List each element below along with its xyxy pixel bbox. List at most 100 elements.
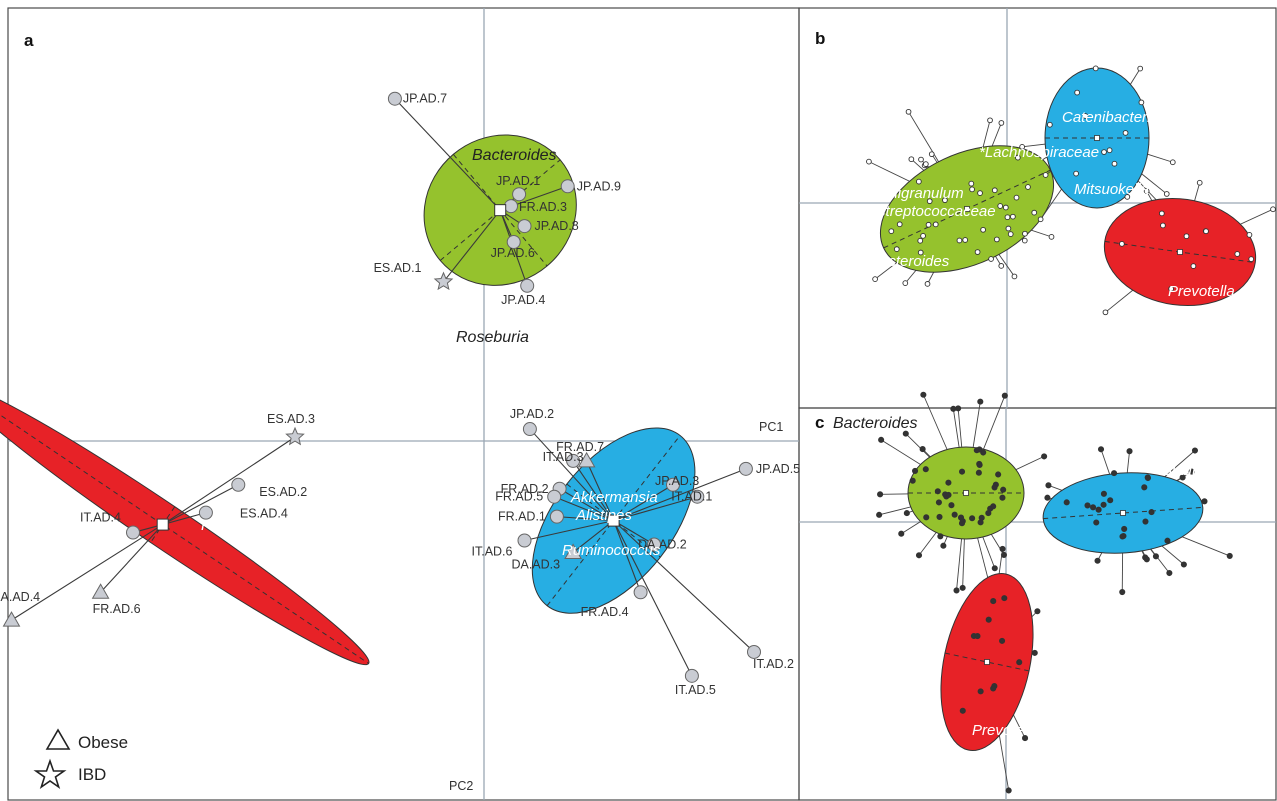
sample-label-jp-ad-5: JP.AD.5 (756, 462, 800, 476)
panel-c-centroid-red (984, 659, 990, 665)
panel-c-point-red-2 (1021, 735, 1029, 742)
panel-b-point-green-29 (968, 180, 975, 187)
spoke-it-ad-3 (586, 460, 615, 521)
pc1-axis-label: PC1 (759, 420, 783, 434)
panel-c-point-red-8 (1016, 659, 1023, 666)
spoke-es-ad-4 (162, 512, 207, 526)
panel-c-point-blue-22 (1152, 553, 1159, 560)
panel-b-cluster-red (1102, 179, 1276, 316)
spoke-fr-ad-4 (613, 520, 642, 593)
sample-label-fr-ad-1: FR.AD.1 (498, 510, 546, 524)
panel-c-point-green-28 (951, 511, 958, 518)
panel-b-point-red-8 (1248, 256, 1255, 262)
panel-c-point-green-42 (958, 520, 966, 527)
sample-point-it-ad-6 (517, 533, 532, 548)
sample-label-es-ad-1: ES.AD.1 (374, 261, 422, 275)
panel-c-point-green-10 (878, 436, 885, 443)
panel-c-point-green-39 (959, 584, 966, 591)
panel-c-point-green-47 (995, 471, 1002, 478)
sample-point-es-ad-3 (285, 426, 305, 446)
panel-c-point-green-3 (935, 499, 942, 506)
panel-c-plot (876, 391, 1233, 794)
panel-c-cluster-red (940, 545, 1041, 794)
sample-label-jp-ad-6: JP.AD.6 (491, 246, 535, 260)
spoke-fr-ad-6 (100, 524, 164, 593)
genus-prevotella-b: Prevotella (1168, 283, 1235, 300)
panel-b-point-blue-14 (1124, 194, 1131, 200)
panel-c-point-red-15 (999, 637, 1006, 644)
panel-b-point-blue-3 (1106, 147, 1113, 154)
panel-b-point-red-13 (1168, 285, 1174, 292)
sample-label-it-ad-3: IT.AD.3 (543, 450, 584, 464)
panel-b-point-red-11 (1190, 263, 1197, 269)
panel-b-centroid-green (964, 206, 970, 212)
panel-b-point-green-20 (905, 108, 912, 115)
panel-b-point-blue-5 (1163, 191, 1170, 197)
panel-b-point-green-41 (1025, 184, 1031, 190)
panel-c-point-green-0 (898, 530, 905, 537)
panel-c-point-blue-33 (1094, 557, 1101, 564)
panel-c-point-red-12 (974, 633, 981, 640)
panel-c-point-red-3 (985, 616, 992, 623)
sample-label-jp-ad-9: JP.AD.9 (577, 179, 621, 193)
ellipse-red (0, 384, 370, 666)
panel-b-point-blue-11 (1082, 113, 1089, 119)
panel-c-label: c (815, 413, 824, 432)
panel-c-point-red-14 (999, 545, 1006, 552)
sample-point-fr-ad-6 (91, 583, 110, 599)
panel-c-point-green-24 (985, 510, 992, 517)
panel-c-frame (798, 407, 1277, 801)
panel-b-point-red-2 (1246, 232, 1253, 238)
panel-c-point-green-8 (876, 511, 883, 518)
panel-a-plot (0, 91, 761, 683)
panel-b-cluster-green (866, 108, 1099, 287)
panel-b-point-green-24 (942, 197, 948, 204)
panel-b-point-red-10 (1270, 206, 1276, 213)
sample-point-jp-ad-4 (520, 278, 535, 293)
panel-c-cluster-green (876, 391, 1048, 594)
ellipse-major-axis-green (439, 159, 561, 261)
panel-b-point-red-12 (1183, 233, 1190, 240)
panel-c-point-green-15 (936, 513, 943, 520)
sample-label-jp-ad-4: JP.AD.4 (501, 293, 545, 307)
spoke-it-ad-6 (524, 520, 614, 542)
panel-c-point-blue-4 (1044, 494, 1051, 501)
sample-point-it-ad-4 (126, 525, 140, 540)
sample-label-it-ad-4: IT.AD.4 (80, 511, 121, 525)
spoke-da-ad-3 (572, 520, 614, 553)
sample-point-it-ad-2 (747, 644, 761, 659)
sample-point-jp-ad-6 (506, 235, 521, 249)
sample-label-da-ad-3: DA.AD.3 (511, 557, 560, 571)
panel-c-point-blue-2 (1093, 519, 1100, 526)
panel-c-point-blue-27 (1119, 533, 1126, 540)
panel-b-point-green-46 (893, 246, 900, 253)
genus-lachnospiraceae-b: *Lachnospiraceae (979, 144, 1099, 161)
panel-c-point-blue-7 (1121, 525, 1128, 532)
panel-b-point-red-1 (1158, 210, 1165, 217)
sample-point-it-ad-5 (684, 668, 699, 683)
panel-c-point-blue-21 (1164, 537, 1171, 544)
panel-b-point-blue-10 (1073, 170, 1079, 177)
panel-b-point-green-9 (923, 161, 929, 167)
panel-b-point-green-30 (1015, 154, 1021, 161)
sample-label-fr-ad-7: FR.AD.7 (556, 440, 604, 454)
panel-b-point-green-36 (1004, 214, 1011, 221)
legend-obese-label: Obese (78, 733, 128, 752)
genus-akkermansia-a: Akkermansia (570, 489, 658, 506)
spoke-es-ad-2 (162, 484, 239, 526)
genus-prevotella-c: Prevotella (972, 722, 1039, 739)
spoke-jp-ad-5 (613, 468, 747, 522)
panel-b-point-green-12 (987, 117, 993, 124)
panel-c-point-blue-16 (1097, 446, 1105, 453)
sample-point-da-ad-3 (564, 543, 582, 559)
panel-c-point-green-30 (945, 479, 952, 486)
genus-subdoligranulum-b: Subdoligranulum (851, 185, 964, 202)
panel-b-point-blue-4 (1137, 65, 1144, 72)
panel-c-point-blue-14 (1100, 490, 1107, 497)
panel-c-point-green-35 (909, 477, 916, 484)
panel-c-point-blue-8 (1226, 552, 1233, 559)
sample-label-it-ad-6: IT.AD.6 (472, 545, 513, 559)
panel-c-point-green-5 (919, 446, 926, 453)
panel-b-point-green-25 (924, 281, 931, 287)
